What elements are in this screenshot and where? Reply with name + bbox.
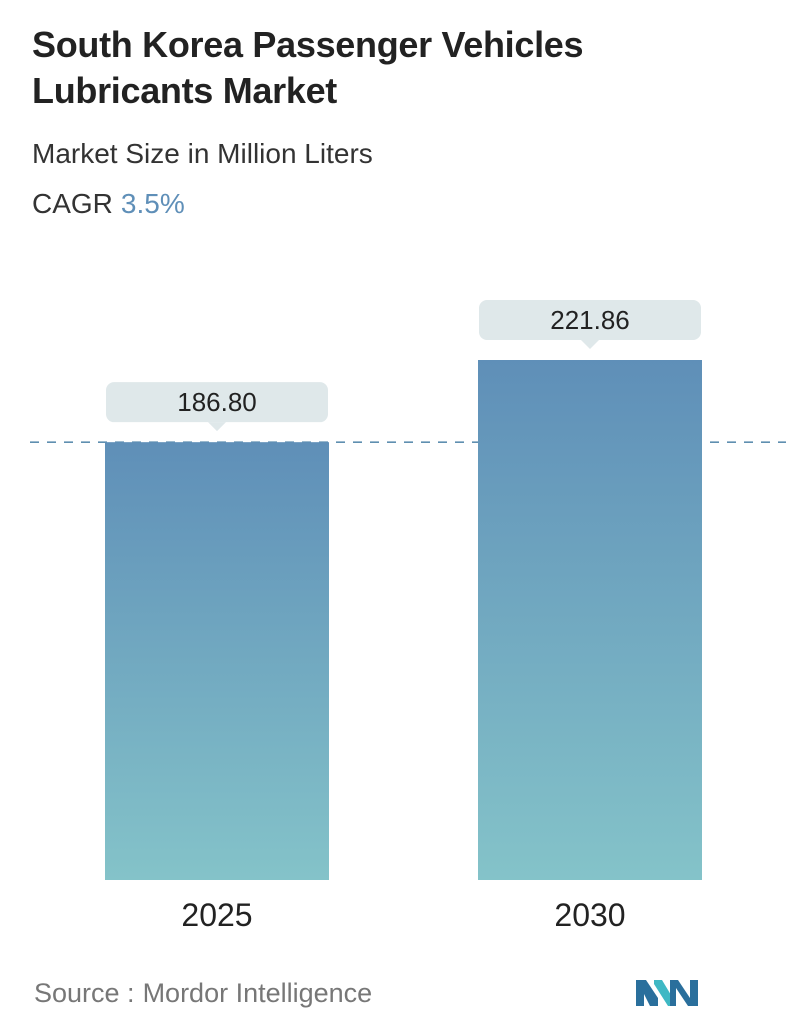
cagr-line: CAGR 3.5%: [32, 188, 185, 220]
data-label-text-2025: 186.80: [177, 387, 257, 417]
mordor-intelligence-logo-icon: [636, 980, 698, 1006]
source-label: Source :: [34, 978, 135, 1008]
cagr-value: 3.5%: [120, 188, 185, 219]
data-label-2025: 186.80: [106, 382, 328, 432]
source-value: Mordor Intelligence: [142, 978, 373, 1008]
bar-2025: [105, 442, 329, 880]
source-line: Source : Mordor Intelligence: [34, 978, 372, 1009]
chart-subtitle: Market Size in Million Liters: [32, 138, 373, 169]
data-label-box-2030: [479, 300, 701, 340]
data-label-box-2025: [106, 382, 328, 423]
data-label-pointer-2025: [208, 422, 226, 432]
cagr-label: CAGR: [32, 188, 113, 219]
data-label-2030: 221.86: [479, 300, 701, 349]
data-label-text-2030: 221.86: [550, 305, 630, 335]
bar-2030: [478, 360, 702, 880]
data-label-pointer-2030: [581, 340, 599, 349]
x-tick-label-2025: 2025: [181, 897, 252, 933]
x-tick-label-2030: 2030: [554, 897, 625, 933]
chart-title: South Korea Passenger Vehicles Lubricant…: [32, 24, 584, 111]
